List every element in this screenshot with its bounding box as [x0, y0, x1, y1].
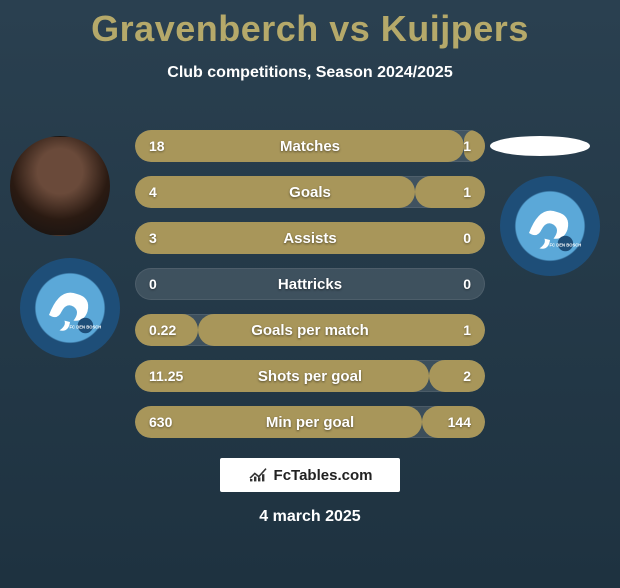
branding-badge: FcTables.com	[220, 458, 400, 492]
svg-text:FC DEN BOSCH: FC DEN BOSCH	[69, 324, 101, 329]
stat-label: Hattricks	[135, 276, 485, 293]
chart-icon	[248, 467, 268, 483]
stat-label: Shots per goal	[135, 368, 485, 385]
club-right-crest: FC DEN BOSCH	[500, 176, 600, 276]
player-right-avatar	[490, 136, 590, 156]
subtitle: Club competitions, Season 2024/2025	[0, 64, 620, 82]
stat-row: 00Hattricks	[135, 268, 485, 300]
stat-row: 181Matches	[135, 130, 485, 162]
stat-row: 11.252Shots per goal	[135, 360, 485, 392]
svg-text:FC DEN BOSCH: FC DEN BOSCH	[549, 242, 581, 247]
stats-container: 181Matches 41Goals 30Assists 00Hattricks 0.2…	[135, 130, 485, 452]
player-left-avatar	[10, 136, 110, 236]
stat-row: 0.221Goals per match	[135, 314, 485, 346]
stat-row: 41Goals	[135, 176, 485, 208]
stat-row: 630144Min per goal	[135, 406, 485, 438]
stat-label: Assists	[135, 230, 485, 247]
stat-label: Goals	[135, 184, 485, 201]
branding-text: FcTables.com	[274, 467, 373, 484]
page-title: Gravenberch vs Kuijpers	[0, 8, 620, 50]
stat-label: Matches	[135, 138, 485, 155]
stat-row: 30Assists	[135, 222, 485, 254]
stat-label: Goals per match	[135, 322, 485, 339]
club-left-crest: FC DEN BOSCH	[20, 258, 120, 358]
date-label: 4 march 2025	[0, 508, 620, 526]
dragon-icon: FC DEN BOSCH	[515, 191, 585, 261]
dragon-icon: FC DEN BOSCH	[35, 273, 105, 343]
stat-label: Min per goal	[135, 414, 485, 431]
